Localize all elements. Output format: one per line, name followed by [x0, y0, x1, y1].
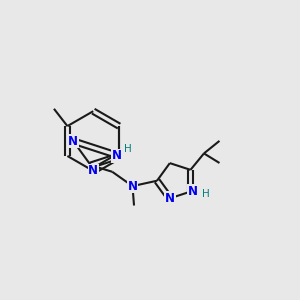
Text: N: N	[128, 180, 137, 193]
Text: N: N	[188, 185, 198, 198]
Text: N: N	[165, 192, 175, 205]
Text: N: N	[88, 164, 98, 177]
Text: N: N	[68, 134, 78, 148]
Text: N: N	[112, 149, 122, 163]
Text: H: H	[124, 144, 131, 154]
Text: H: H	[202, 189, 210, 199]
